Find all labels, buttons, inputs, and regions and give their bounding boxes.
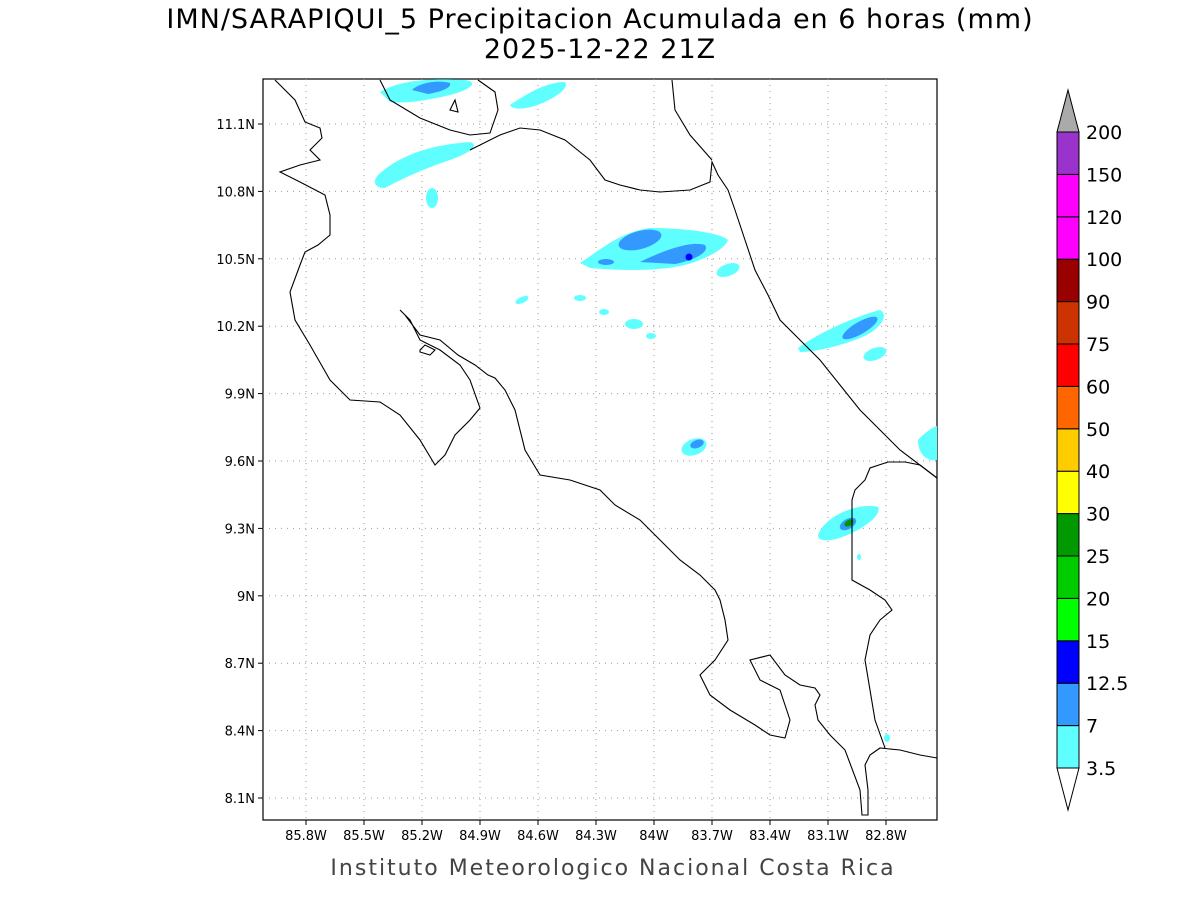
lat-tick-label: 9.3N [225,522,255,537]
lon-tick-label: 85.2W [401,829,443,844]
precip-area-blue [690,439,704,449]
colorbar-segment [1056,682,1080,727]
colorbar-label: 75 [1086,334,1110,356]
colorbar-label: 100 [1086,249,1122,271]
colorbar-label: 15 [1086,631,1110,653]
colorbar-label: 3.5 [1086,758,1116,780]
colorbar-segment [1056,131,1080,175]
colorbar-label: 50 [1086,419,1110,441]
coastline-borders [274,79,938,816]
colorbar-segment [1056,640,1080,684]
precip-area-cyan [599,309,609,315]
lat-tick-label: 8.4N [225,725,255,740]
colorbar-segment [1056,216,1080,260]
lon-tick-label: 83.7W [691,829,733,844]
colorbar-segment [1056,555,1080,599]
precip-area-cyan [857,554,861,560]
lon-tick-label: 85.8W [285,829,327,844]
map-subtitle-date: 2025-12-22 21Z [483,34,717,65]
colorbar-arrow-top [1056,88,1080,133]
lon-tick-label: 84.3W [575,829,617,844]
lon-tick-label: 84W [639,829,669,844]
precip-area-blue [618,229,662,251]
precip-area-cyan [918,426,937,461]
map-title: IMN/SARAPIQUI_5 Precipitacion Acumulada … [166,4,1034,35]
colorbar-label: 150 [1086,164,1122,186]
lat-tick-label: 9.6N [225,455,255,470]
colorbar-segment [1056,301,1080,345]
lon-tick-label: 84.6W [517,829,559,844]
colorbar-segment [1056,597,1080,642]
latitude-tick-labels: 11.1N 10.8N 10.5N 10.2N 9.9N 9.6N 9.3N 9N 8.7N 8.… [216,118,263,807]
precip-area-cyan [716,263,740,277]
precip-area-darkblue [685,253,693,261]
lon-tick-label: 83.4W [749,829,791,844]
precip-area-blue [412,81,451,94]
precipitation-fields [374,79,937,742]
lat-tick-label: 10.2N [216,320,255,335]
colorbar-segment [1056,343,1080,387]
colorbar-label: 12.5 [1086,673,1128,695]
colorbar-label: 25 [1086,546,1110,568]
lon-tick-label: 82.8W [865,829,907,844]
colorbar-label: 20 [1086,588,1110,610]
colorbar-segment [1056,470,1080,515]
lon-tick-label: 85.5W [343,829,385,844]
colorbar-label: 60 [1086,376,1110,398]
colorbar-segment [1056,725,1080,769]
colorbar-label: 40 [1086,461,1110,483]
precip-area-cyan [863,347,887,361]
precip-area-blue [598,259,614,265]
colorbar-label: 90 [1086,292,1110,314]
precip-area-cyan [625,319,643,329]
lat-tick-label: 9N [237,590,255,605]
precip-area-cyan [510,82,566,109]
precip-area-cyan [574,295,586,301]
lat-tick-label: 8.1N [225,792,255,807]
precip-area-cyan [426,188,438,208]
colorbar-arrow-bottom [1056,767,1080,812]
lat-tick-label: 10.8N [216,185,255,200]
lat-tick-label: 10.5N [216,253,255,268]
map-frame [262,78,938,821]
colorbar-segment [1056,513,1080,557]
lon-tick-label: 83.1W [807,829,849,844]
colorbar-legend: 3.5 7 12.5 15 20 25 30 40 50 60 75 90 100 120 150 200 [1056,88,1128,812]
colorbar-segment [1056,385,1080,430]
colorbar-label: 200 [1086,122,1122,144]
lat-tick-label: 8.7N [225,657,255,672]
credit-text: Instituto Meteorologico Nacional Costa R… [330,856,896,881]
colorbar-segment [1056,428,1080,472]
colorbar-segment [1056,173,1080,218]
colorbar-label: 120 [1086,207,1122,229]
lon-tick-label: 84.9W [459,829,501,844]
colorbar-label: 30 [1086,504,1110,526]
longitude-tick-labels: 85.8W 85.5W 85.2W 84.9W 84.6W 84.3W 84W 83.7W 83… [285,820,907,844]
lat-tick-label: 9.9N [225,388,255,403]
precip-area-cyan [374,142,474,188]
precip-area-cyan [884,734,890,742]
colorbar-label: 7 [1086,716,1098,738]
precip-area-blue [842,316,878,340]
precip-area-green [844,519,854,527]
precip-area-cyan [646,333,656,339]
lat-tick-label: 11.1N [216,118,255,133]
colorbar-segment [1056,258,1080,303]
precip-area-cyan [515,295,529,305]
